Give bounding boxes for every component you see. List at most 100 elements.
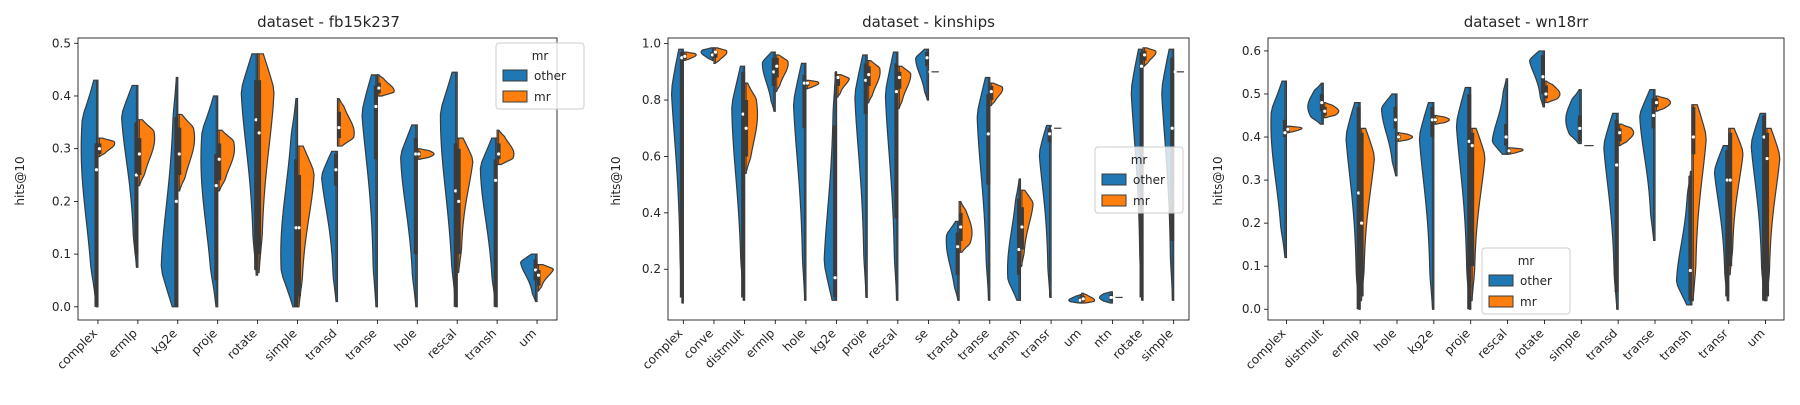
legend-swatch-other xyxy=(1101,173,1127,186)
median-dot-mr-simple xyxy=(1581,144,1585,148)
violin-mr-proje xyxy=(1470,127,1486,302)
violin-mr-kg2e xyxy=(177,113,196,192)
legend-label-other: other xyxy=(1520,274,1552,288)
violin-other-distmult xyxy=(1307,82,1324,125)
median-dot-other-transe xyxy=(1651,113,1656,118)
violin-other-simple xyxy=(280,98,299,308)
y-tick-label: 0.4 xyxy=(1242,130,1261,144)
median-dot-mr-transr xyxy=(1050,126,1055,130)
y-tick-label: 0.3 xyxy=(52,142,71,156)
median-dot-other-complex xyxy=(680,56,684,60)
y-tick-label: 0.5 xyxy=(1242,87,1261,101)
median-dot-mr-complex xyxy=(1286,127,1290,131)
median-dot-mr-complex xyxy=(97,147,102,151)
y-tick-label: 0.5 xyxy=(52,36,71,50)
median-dot-mr-rescal xyxy=(897,75,901,80)
violin-other-complex xyxy=(1270,80,1288,259)
median-dot-mr-proje xyxy=(1470,144,1474,148)
violin-mr-um xyxy=(536,264,555,292)
legend-label-other: other xyxy=(1133,173,1165,187)
y-tick-label: 0.8 xyxy=(642,93,661,107)
violin-other-um xyxy=(1750,112,1767,302)
median-dot-mr-ntn xyxy=(1112,295,1116,300)
y-tick-label: 1.0 xyxy=(642,37,661,51)
median-dot-mr-ermlp xyxy=(137,152,141,156)
y-axis: 0.0 0.1 0.2 0.3 0.4 0.5 0.6 xyxy=(1242,44,1268,316)
legend-title: mr xyxy=(532,49,549,63)
median-dot-mr-rotate xyxy=(257,131,261,135)
violin-marks xyxy=(1270,50,1781,310)
violin-mr-simple xyxy=(296,145,315,308)
violin-mr-ermlp xyxy=(137,119,156,187)
violin-other-transh xyxy=(479,137,498,308)
legend-label-mr: mr xyxy=(1133,194,1150,208)
median-dot-mr-transd xyxy=(337,126,341,130)
median-dot-mr-transd xyxy=(959,225,963,229)
median-dot-mr-hole xyxy=(417,152,421,156)
median-dot-mr-rotate xyxy=(1544,92,1548,96)
median-dot-mr-transe xyxy=(377,86,381,90)
violin-mr-transh xyxy=(1691,104,1707,302)
y-axis: 0.2 0.4 0.6 0.8 1.0 xyxy=(642,37,668,276)
chart-panel-kinships: dataset - kinships hits@10 0.2 0.4 0.6 0.8 1… xyxy=(609,13,1190,372)
median-dot-other-um xyxy=(533,268,538,272)
median-dot-other-transe xyxy=(986,132,990,136)
median-dot-other-rescal xyxy=(454,189,458,193)
violin-mr-rescal xyxy=(1506,147,1524,155)
median-dot-other-complex xyxy=(1283,131,1287,135)
violin-mr-hole xyxy=(416,148,435,160)
median-dot-mr-transd xyxy=(1618,131,1622,135)
chart-title: dataset - kinships xyxy=(862,13,995,31)
legend-swatch-other xyxy=(1488,274,1514,287)
median-dot-other-hole xyxy=(1393,118,1398,122)
legend-swatch-other xyxy=(502,69,528,82)
y-tick-label: 0.0 xyxy=(52,300,71,314)
legend-swatch-mr xyxy=(502,90,528,103)
legend-swatch-mr xyxy=(1101,194,1127,207)
y-axis-label: hits@10 xyxy=(1211,156,1225,205)
median-dot-mr-kg2e xyxy=(177,152,181,156)
legend-title: mr xyxy=(1131,153,1148,167)
violin-other-hole xyxy=(1380,93,1398,177)
median-dot-mr-conve xyxy=(713,50,718,54)
plot-frame xyxy=(667,37,1190,321)
median-dot-other-se xyxy=(925,56,929,60)
median-dot-mr-ermlp xyxy=(1360,221,1364,225)
violin-other-transe xyxy=(361,74,378,308)
median-dot-other-transr xyxy=(1047,132,1052,136)
median-dot-other-simple xyxy=(1170,126,1174,130)
y-tick-label: 0.6 xyxy=(1242,44,1261,58)
violin-mr-complex xyxy=(1285,125,1303,134)
legend-title: mr xyxy=(1518,254,1535,268)
violin-mr-rotate xyxy=(257,53,275,274)
violin-other-rescal xyxy=(1491,78,1509,155)
y-axis-label: hits@10 xyxy=(13,156,27,205)
median-dot-mr-proje xyxy=(867,73,871,77)
median-dot-other-rotate xyxy=(254,118,258,122)
median-dot-other-um xyxy=(1078,298,1082,302)
median-dot-mr-um xyxy=(536,273,541,277)
plot-frame xyxy=(77,37,558,321)
y-axis-label: hits@10 xyxy=(609,156,623,205)
median-dot-mr-kg2e xyxy=(836,75,840,80)
median-dot-mr-transe xyxy=(1654,100,1659,105)
violin-mr-transe xyxy=(376,74,395,97)
violin-other-proje xyxy=(200,95,219,308)
violin-mr-transd xyxy=(336,98,355,147)
y-tick-label: 0.0 xyxy=(1242,302,1261,316)
median-dot-other-transh xyxy=(1017,247,1021,252)
y-tick-label: 0.4 xyxy=(642,206,661,220)
violin-marks xyxy=(80,53,555,308)
median-dot-mr-transr xyxy=(1728,178,1732,182)
median-dot-other-ermlp xyxy=(134,173,138,177)
violin-other-proje xyxy=(854,54,868,299)
violin-other-proje xyxy=(1455,86,1472,310)
median-dot-other-hole xyxy=(414,152,418,156)
plot-frame xyxy=(1267,37,1785,321)
median-dot-other-transd xyxy=(1615,163,1619,167)
violin-mr-transh xyxy=(496,129,515,166)
violin-mr-kg2e xyxy=(1433,114,1450,125)
violin-other-ermlp xyxy=(121,84,139,268)
y-tick-label: 0.2 xyxy=(642,262,661,276)
legend-label-mr: mr xyxy=(534,90,551,104)
